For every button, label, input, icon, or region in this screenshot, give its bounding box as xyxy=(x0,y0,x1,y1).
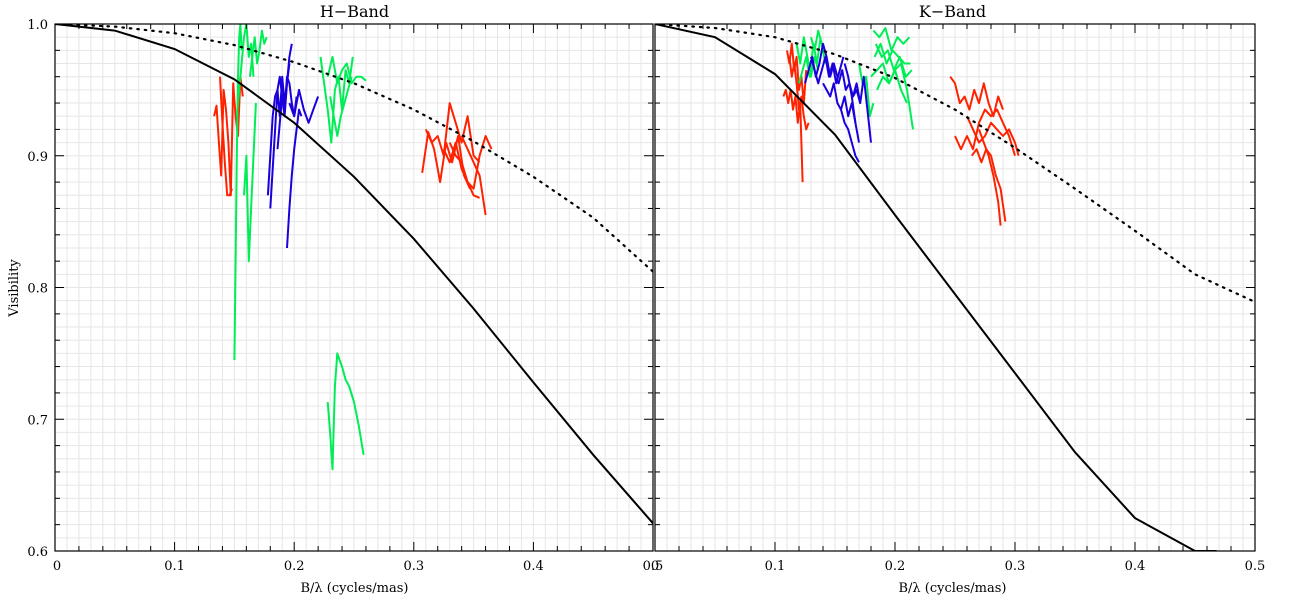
h-band-x-tick-label: 0.4 xyxy=(523,559,544,574)
k-band-data-series xyxy=(810,55,845,85)
h-band-data-series xyxy=(243,103,257,263)
h-band-y-tick-label: 0.9 xyxy=(27,150,48,165)
h-band-plot-area xyxy=(55,24,653,524)
k-band-data-series xyxy=(970,148,1007,222)
h-band-grid xyxy=(55,24,653,551)
h-band-data-series xyxy=(329,76,353,137)
k-band-data-series xyxy=(804,42,839,84)
h-band-data-series xyxy=(233,24,243,361)
k-band-data-series xyxy=(795,36,820,78)
h-band-y-tick-label: 0.8 xyxy=(27,282,48,297)
h-band-data-series xyxy=(326,352,365,471)
k-band-data-series xyxy=(788,56,810,131)
k-band-panel: K−Band B/λ (cycles/mas) 0 0.1 0.2 0.3 0.4 0.5 xyxy=(651,2,1265,596)
k-band-data-series xyxy=(852,75,872,143)
k-band-x-axis-label: B/λ (cycles/mas) xyxy=(898,581,1006,596)
h-band-data-series xyxy=(424,102,481,163)
h-band-y-tick-label: 0.7 xyxy=(27,413,48,428)
h-band-data-series xyxy=(219,76,233,197)
k-band-data-series xyxy=(978,129,1002,226)
k-band-x-tick-label: 0.5 xyxy=(1245,559,1266,574)
k-band-model-solid-curve xyxy=(655,24,1217,551)
k-band-grid xyxy=(655,24,1255,551)
h-band-title: H−Band xyxy=(320,2,389,21)
k-band-data-series xyxy=(810,29,827,64)
h-band-data-series xyxy=(288,88,320,124)
h-band-data-series xyxy=(235,24,255,117)
h-band-y-tick-label: 0.6 xyxy=(27,545,48,560)
k-band-x-tick-label: 0.1 xyxy=(765,559,786,574)
k-band-data-series xyxy=(840,109,860,163)
h-band-x-tick-label: 0 xyxy=(53,559,61,574)
k-band-data-series xyxy=(954,108,1016,156)
k-band-data-series xyxy=(843,63,860,143)
k-band-data-series xyxy=(798,37,822,84)
h-band-data-series xyxy=(286,108,303,249)
h-band-model-solid-curve xyxy=(55,24,653,524)
k-band-plot-area xyxy=(655,24,1255,551)
k-band-data-series xyxy=(874,43,913,78)
h-band-data-series xyxy=(248,29,268,77)
k-band-x-tick-label: 0.3 xyxy=(1005,559,1026,574)
h-band-data-series xyxy=(269,43,293,209)
k-band-title: K−Band xyxy=(919,2,986,21)
h-band-data-series xyxy=(460,135,487,216)
h-band-data-series xyxy=(448,142,480,199)
k-band-model-dotted-curve xyxy=(655,24,1255,304)
h-band-panel: H−Band B/λ (cycles/mas) 0 0.1 0.2 0.3 0.4 0.5… xyxy=(27,2,663,596)
k-band-data-series xyxy=(822,82,857,123)
h-band-data-series xyxy=(326,55,367,85)
h-band-x-axis-label: B/λ (cycles/mas) xyxy=(300,581,408,596)
k-band-data-series xyxy=(834,69,862,104)
k-band-x-tick-label: 0 xyxy=(651,559,659,574)
h-band-y-tick-label: 1.0 xyxy=(27,18,48,33)
k-band-x-tick-label: 0.2 xyxy=(885,559,906,574)
k-band-data-series xyxy=(858,63,875,118)
y-axis-label: Visibility xyxy=(7,259,22,318)
k-band-x-tick-label: 0.4 xyxy=(1125,559,1146,574)
k-band-data-series xyxy=(870,62,908,104)
h-band-x-tick-label: 0.3 xyxy=(403,559,424,574)
k-band-data-series xyxy=(966,115,1020,156)
h-band-ticks xyxy=(54,23,654,552)
k-band-data-series xyxy=(872,27,911,52)
h-band-model-dotted-curve xyxy=(55,24,653,273)
k-band-ticks xyxy=(654,23,1256,552)
h-band-x-tick-label: 0.5 xyxy=(643,559,664,574)
h-band-x-tick-label: 0.1 xyxy=(164,559,185,574)
k-band-data-series xyxy=(873,42,911,65)
h-band-x-tick-label: 0.2 xyxy=(284,559,305,574)
